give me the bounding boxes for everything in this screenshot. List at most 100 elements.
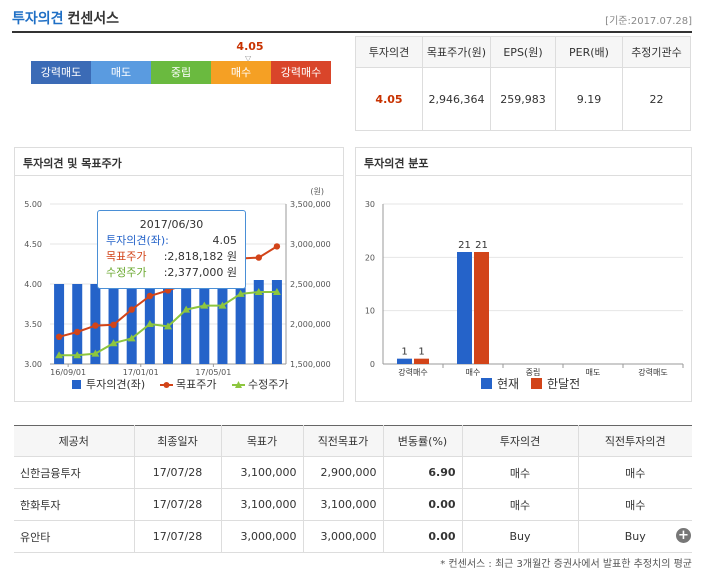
summary-eps: 259,983 [490,67,556,131]
x-tick-label: 강력매수 [398,367,427,377]
table-cell: 매수 [578,488,692,521]
y-tick: 10 [365,307,375,316]
table-cell: 3,100,000 [303,488,384,521]
broker-table: 제공처 최종일자 목표가 직전목표가 변동률(%) 투자의견 직전투자의견 신한… [14,425,692,553]
target-price-point [55,333,63,340]
opinion-bar [72,284,83,364]
y-right-tick: 2,500,000 [290,280,331,289]
table-cell: 17/07/28 [134,456,222,489]
table-cell: 매수 [462,456,579,489]
data-label: 21 [475,240,488,251]
target-price-point [92,322,99,329]
legend-bar-icon [72,380,81,389]
panel-title-right: 투자의견 분포 [356,148,691,176]
data-label: 1 [418,347,424,358]
summary-opinion: 4.05 [355,67,423,131]
summary-header: 투자의견 [355,36,423,68]
legend-icon [481,378,492,389]
col-header: 직전목표가 [303,425,384,457]
x-tick-label: 17/01/01 [123,368,159,377]
target-price-point [128,306,135,313]
legend-line-icon [163,382,170,388]
col-header: 목표가 [221,425,304,457]
revised-price-point [254,288,263,295]
summary-header: EPS(원) [490,36,556,68]
table-cell: 0.00 [383,520,463,553]
col-header: 변동률(%) [383,425,463,457]
table-cell: 3,000,000 [221,520,304,553]
current-bar [397,358,412,364]
y-left-tick: 5.00 [24,200,42,209]
y-right-tick: 3,500,000 [290,200,331,209]
target-price-point [255,254,262,261]
target-price-point [110,321,117,328]
table-row: 신한금융투자 17/07/28 3,100,000 2,900,000 6.90 매수 매수 [14,456,692,489]
summary-target: 2,946,364 [422,67,491,131]
prev-month-bar [414,358,429,364]
table-row: 유안타 17/07/28 3,000,000 3,000,000 0.00 Buy Buy [14,520,692,553]
legend-label: 수정주가 [248,378,288,391]
target-price-point [273,243,281,250]
legend-icon [531,378,542,389]
legend-label: 한달전 [547,377,580,391]
header-divider [12,31,692,33]
col-header: 투자의견 [462,425,579,457]
table-cell: 3,000,000 [303,520,384,553]
opinion-price-panel: 투자의견 및 목표주가 [14,147,344,402]
revised-price-point [218,301,227,309]
current-bar [457,252,472,364]
revised-price-point [164,322,172,330]
tooltip-date: 2017/06/30 [139,218,204,231]
opinion-price-chart: 3.00 3.50 4.00 4.50 5.00 1,500,000 2,000,000 2,… [24,187,331,391]
legend-label: 목표주가 [176,378,216,391]
opinion-marker-icon: ▽ [245,54,252,63]
y-tick: 20 [365,253,375,262]
col-header: 최종일자 [134,425,222,457]
opinion-bar [54,284,65,364]
data-label: 1 [401,347,407,358]
data-label: 21 [458,240,471,251]
opinion-bar [126,284,137,364]
summary-header: 목표주가(원) [422,36,491,68]
summary-header: 추정기관수 [622,36,691,68]
opinion-marker-value: 4.05 [236,40,264,53]
revised-price-point [236,289,245,297]
opinion-bar [271,280,282,364]
summary-per: 9.19 [555,67,623,131]
scale-item: 매수 [211,61,271,84]
revised-price-point [200,301,209,309]
scale-item: 매도 [91,61,151,84]
opinion-bar [253,280,264,364]
y-left-tick: 4.50 [24,240,42,249]
panel-title-left: 투자의견 및 목표주가 [15,148,343,176]
tooltip-target-label: 목표주가 [106,250,147,263]
tooltip-revised-value: :2,377,000 원 [163,266,237,279]
scale-item: 강력매수 [271,61,331,84]
legend-label: 투자의견(좌) [86,378,145,391]
col-header: 제공처 [14,425,135,457]
scale-item: 강력매도 [31,61,91,84]
revised-price-point [182,305,191,313]
scale-item: 중립 [151,61,211,84]
x-tick-label: 중립 [526,368,541,377]
chart-tooltip: 2017/06/30 투자의견(좌): 4.05 목표주가:2,818,182 원… [97,210,246,289]
table-cell: 3,100,000 [221,488,304,521]
expand-plus-icon[interactable]: + [676,528,691,543]
x-tick-label: 17/05/01 [195,368,231,377]
table-cell: 한화투자 [14,488,135,521]
y-right-tick: 1,500,000 [290,360,331,369]
opinion-bar [235,280,246,364]
table-cell: Buy [462,520,579,553]
table-cell: Buy [578,520,692,553]
title-sub: 컨센서스 [67,11,120,27]
base-date: [기준:2017.07.28] [605,16,692,27]
y-left-tick: 4.00 [24,280,42,289]
title-main: 투자의견 [12,11,64,27]
revised-price-point [272,288,281,295]
table-cell: 17/07/28 [134,520,222,553]
opinion-bar [217,280,228,364]
opinion-bar [199,284,210,364]
revised-price-point [145,320,154,327]
table-cell: 6.90 [383,456,463,489]
